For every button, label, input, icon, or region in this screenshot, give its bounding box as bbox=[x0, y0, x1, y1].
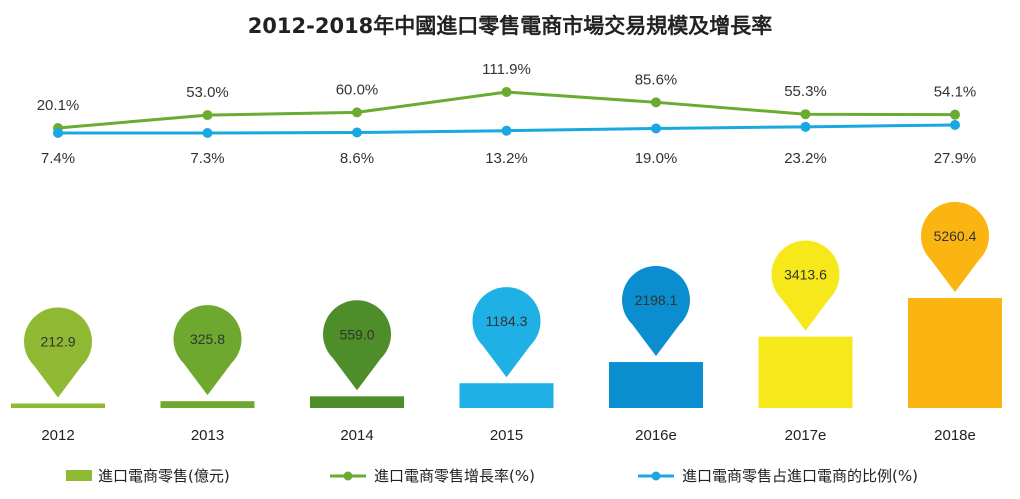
bar-2013 bbox=[160, 401, 255, 408]
x-tick-label-2013: 2013 bbox=[191, 427, 224, 444]
lines-layer: 20.1% 53.0% 60.0% 111.9% 85.6% 55.3% 54.1% 7.4%… bbox=[37, 61, 977, 167]
legend-label-bar: 進口電商零售(億元) bbox=[98, 467, 230, 485]
share-point-2015 bbox=[501, 125, 512, 136]
bar-value-label-2014: 559.0 bbox=[339, 326, 374, 342]
legend-label-growth: 進口電商零售增長率(%) bbox=[374, 467, 535, 485]
legend: 進口電商零售(億元) 進口電商零售增長率(%) 進口電商零售占進口電商的比例(%… bbox=[66, 467, 918, 485]
value-pin-2015: 1184.3 bbox=[472, 287, 541, 378]
share-label-2015: 13.2% bbox=[485, 150, 528, 167]
share-label-2012: 7.4% bbox=[41, 150, 75, 167]
bar-2014 bbox=[310, 396, 404, 408]
bar-value-label-2012: 212.9 bbox=[40, 334, 75, 350]
share-point-2013 bbox=[202, 128, 213, 138]
bar-value-label-2013: 325.8 bbox=[190, 331, 225, 347]
pin-shape-2012 bbox=[24, 307, 93, 398]
bar-value-label-2017e: 3413.6 bbox=[784, 267, 827, 283]
growth-point-2014 bbox=[352, 107, 362, 118]
share-point-2012 bbox=[53, 127, 63, 138]
bar-2017e bbox=[758, 336, 853, 408]
bars-layer bbox=[11, 298, 1002, 408]
legend-label-share: 進口電商零售占進口電商的比例(%) bbox=[682, 467, 918, 485]
growth-point-2017e bbox=[800, 109, 811, 120]
value-pin-2014: 559.0 bbox=[322, 300, 391, 391]
share-label-2018e: 27.9% bbox=[934, 150, 977, 167]
growth-label-2015: 111.9% bbox=[482, 61, 531, 78]
pin-shape-2013 bbox=[173, 305, 242, 396]
x-axis: 2012 2013 2014 2015 2016e 2017e 2018e bbox=[41, 427, 976, 444]
growth-label-2013: 53.0% bbox=[186, 84, 229, 101]
growth-label-2016e: 85.6% bbox=[635, 71, 678, 88]
pin-shape-2018e bbox=[920, 201, 989, 292]
growth-label-2018e: 54.1% bbox=[934, 84, 977, 101]
growth-point-2016e bbox=[651, 97, 661, 108]
x-tick-label-2015: 2015 bbox=[490, 427, 523, 444]
x-tick-label-2014: 2014 bbox=[340, 427, 373, 444]
value-pin-2018e: 5260.4 bbox=[920, 201, 989, 292]
bar-value-label-2016e: 2198.1 bbox=[635, 292, 678, 308]
x-tick-label-2017e: 2017e bbox=[785, 427, 827, 444]
growth-label-2012: 20.1% bbox=[37, 97, 80, 114]
value-pin-2017e: 3413.6 bbox=[771, 240, 840, 331]
pin-shape-2017e bbox=[771, 240, 840, 331]
bar-value-label-2015: 1184.3 bbox=[486, 313, 528, 329]
growth-point-2013 bbox=[202, 110, 213, 121]
legend-swatch-bar bbox=[66, 470, 92, 481]
share-point-2016e bbox=[651, 123, 661, 134]
share-label-2013: 7.3% bbox=[190, 150, 224, 167]
growth-label-2014: 60.0% bbox=[336, 81, 379, 98]
x-tick-label-2016e: 2016e bbox=[635, 427, 677, 444]
bar-2016e bbox=[609, 362, 703, 408]
share-point-2017e bbox=[800, 121, 811, 132]
value-pin-2013: 325.8 bbox=[173, 305, 242, 396]
legend-swatch-growth-dot bbox=[343, 471, 353, 481]
growth-point-2018e bbox=[950, 109, 960, 120]
chart-title: 2012-2018年中國進口零售電商市場交易規模及增長率 bbox=[248, 14, 773, 38]
share-point-2018e bbox=[950, 120, 960, 130]
share-label-2014: 8.6% bbox=[340, 150, 374, 167]
x-tick-label-2012: 2012 bbox=[41, 427, 74, 444]
pins-layer: 212.9 325.8 559.0 1184.3 2198.1 3413.6 5260.4 bbox=[24, 201, 989, 398]
pin-shape-2015 bbox=[472, 287, 541, 378]
x-tick-label-2018e: 2018e bbox=[934, 427, 976, 444]
bar-2015 bbox=[459, 383, 554, 408]
bar-value-label-2018e: 5260.4 bbox=[934, 228, 977, 244]
growth-point-2015 bbox=[501, 87, 512, 97]
pin-shape-2014 bbox=[322, 300, 391, 391]
share-point-2014 bbox=[352, 127, 362, 138]
share-label-2017e: 23.2% bbox=[784, 150, 827, 167]
legend-swatch-share-dot bbox=[651, 471, 661, 481]
growth-label-2017e: 55.3% bbox=[784, 83, 827, 100]
share-label-2016e: 19.0% bbox=[635, 150, 678, 167]
pin-shape-2016e bbox=[621, 265, 690, 357]
bar-2018e bbox=[908, 298, 1002, 408]
value-pin-2016e: 2198.1 bbox=[621, 265, 690, 357]
value-pin-2012: 212.9 bbox=[24, 307, 93, 398]
bar-2012 bbox=[11, 403, 105, 408]
